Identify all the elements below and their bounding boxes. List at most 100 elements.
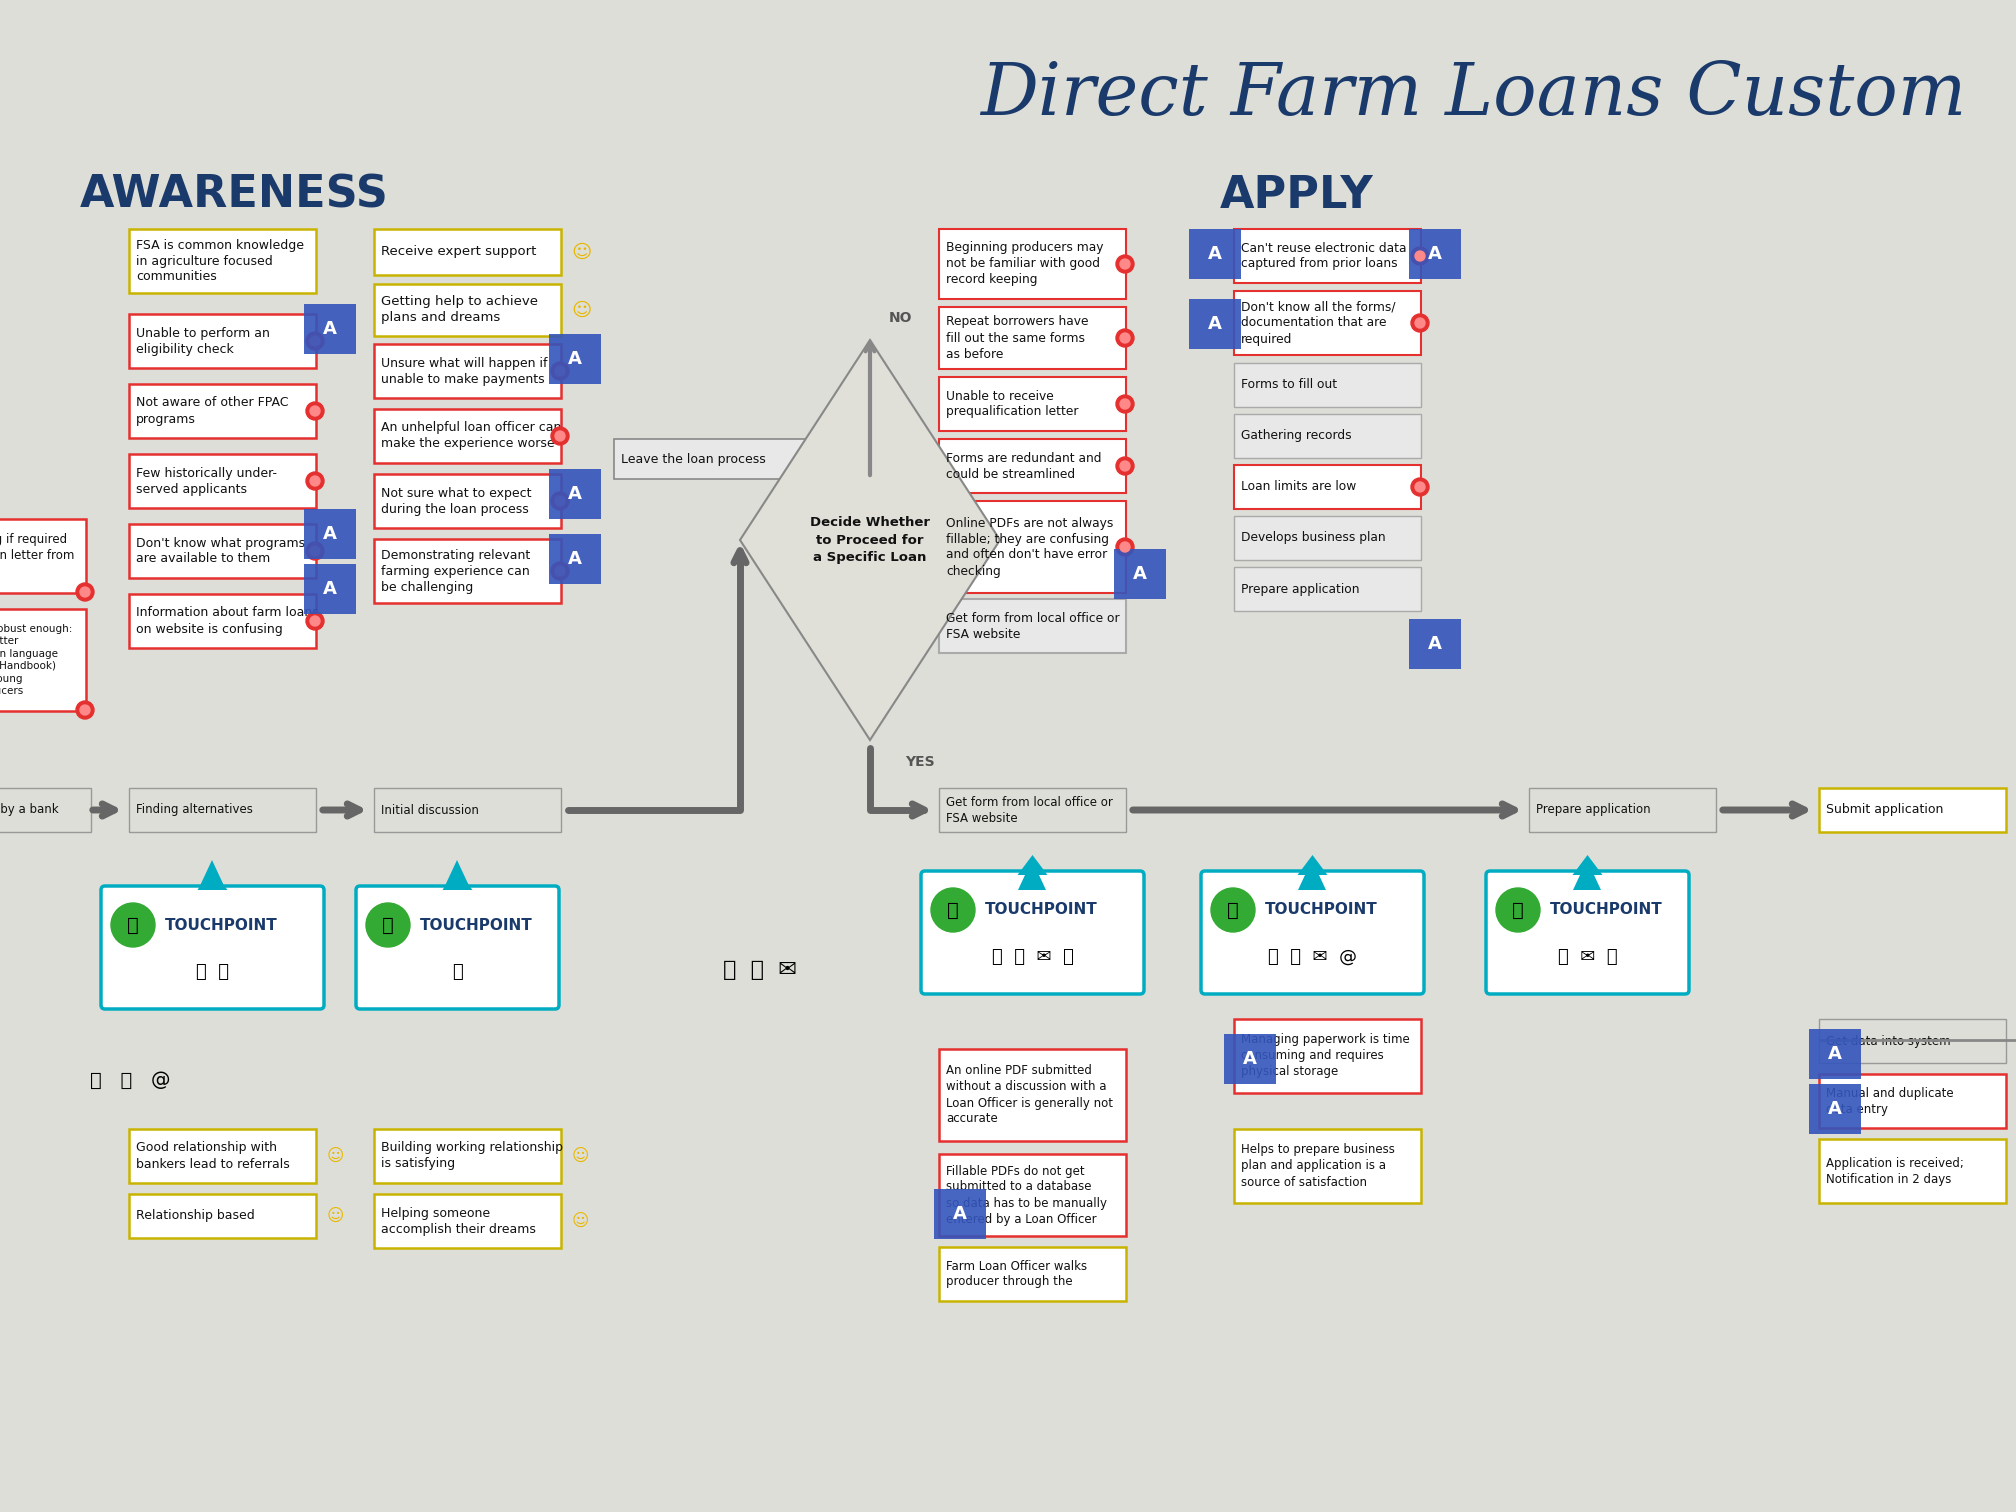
Text: Manual and duplicate
data entry: Manual and duplicate data entry — [1826, 1087, 1954, 1116]
Text: Direct Farm Loans Custom: Direct Farm Loans Custom — [980, 60, 1966, 130]
Circle shape — [1117, 330, 1133, 346]
Polygon shape — [1298, 860, 1327, 891]
FancyBboxPatch shape — [939, 599, 1127, 653]
Text: Building working relationship
is satisfying: Building working relationship is satisfy… — [381, 1142, 562, 1170]
Polygon shape — [198, 869, 228, 891]
Text: An unhelpful loan officer can
make the experience worse: An unhelpful loan officer can make the e… — [381, 422, 560, 451]
Circle shape — [1121, 399, 1131, 410]
Text: 💬: 💬 — [127, 915, 139, 934]
FancyBboxPatch shape — [1808, 1084, 1861, 1134]
FancyBboxPatch shape — [0, 519, 87, 593]
Text: Unable to receive
prequalification letter: Unable to receive prequalification lette… — [946, 390, 1079, 419]
FancyBboxPatch shape — [357, 886, 558, 1009]
Text: TOUCHPOINT: TOUCHPOINT — [419, 918, 532, 933]
Circle shape — [310, 476, 321, 485]
Text: Application is received;
Notification in 2 days: Application is received; Notification in… — [1826, 1157, 1964, 1185]
Text: 💬: 💬 — [383, 915, 393, 934]
FancyBboxPatch shape — [1234, 228, 1421, 283]
Text: Turned down by a bank: Turned down by a bank — [0, 803, 58, 816]
FancyBboxPatch shape — [375, 538, 560, 603]
Polygon shape — [1018, 854, 1048, 875]
FancyBboxPatch shape — [375, 788, 560, 832]
Text: 👤  ✉  🔄: 👤 ✉ 🔄 — [1558, 948, 1617, 966]
Circle shape — [1117, 457, 1133, 475]
FancyBboxPatch shape — [1234, 466, 1421, 510]
Text: YES: YES — [905, 754, 935, 770]
Text: 👤  🌐: 👤 🌐 — [196, 963, 230, 981]
Circle shape — [1121, 333, 1131, 343]
Circle shape — [1411, 246, 1429, 265]
FancyBboxPatch shape — [1486, 871, 1689, 993]
FancyBboxPatch shape — [939, 307, 1127, 369]
Circle shape — [81, 587, 91, 597]
Text: ☺: ☺ — [327, 1207, 343, 1225]
FancyBboxPatch shape — [1234, 1019, 1421, 1093]
Text: TOUCHPOINT: TOUCHPOINT — [1264, 903, 1377, 918]
Text: A: A — [323, 525, 337, 543]
Polygon shape — [1572, 860, 1601, 891]
Text: TOUCHPOINT: TOUCHPOINT — [165, 918, 278, 933]
Polygon shape — [442, 869, 472, 891]
Circle shape — [1121, 461, 1131, 472]
Text: A: A — [323, 321, 337, 339]
Text: A: A — [1208, 314, 1222, 333]
Text: A: A — [1829, 1101, 1843, 1117]
Text: A: A — [954, 1205, 968, 1223]
Text: A: A — [1427, 245, 1441, 263]
FancyBboxPatch shape — [129, 788, 317, 832]
FancyBboxPatch shape — [939, 228, 1127, 299]
Circle shape — [306, 472, 325, 490]
Circle shape — [931, 888, 976, 931]
Circle shape — [1411, 314, 1429, 333]
Circle shape — [310, 336, 321, 346]
Text: Initial discussion: Initial discussion — [381, 803, 480, 816]
Circle shape — [367, 903, 409, 947]
Circle shape — [310, 407, 321, 416]
Text: Unsure what will happen if
unable to make payments: Unsure what will happen if unable to mak… — [381, 357, 548, 386]
FancyBboxPatch shape — [375, 345, 560, 398]
Circle shape — [550, 361, 569, 380]
Text: Can't reuse electronic data
captured from prior loans: Can't reuse electronic data captured fro… — [1242, 242, 1407, 271]
Circle shape — [306, 333, 325, 349]
FancyBboxPatch shape — [129, 1194, 317, 1238]
Text: Develops business plan: Develops business plan — [1242, 532, 1385, 544]
Text: A: A — [569, 550, 583, 569]
FancyBboxPatch shape — [129, 594, 317, 649]
FancyBboxPatch shape — [1234, 567, 1421, 611]
Text: Don't know what programs
are available to them: Don't know what programs are available t… — [135, 537, 304, 565]
FancyBboxPatch shape — [0, 609, 87, 711]
Text: 👤  📞  ✉  @: 👤 📞 ✉ @ — [1268, 948, 1357, 966]
Circle shape — [1415, 482, 1425, 491]
FancyBboxPatch shape — [1234, 1129, 1421, 1204]
Text: AWARENESS: AWARENESS — [81, 174, 389, 216]
FancyBboxPatch shape — [1234, 516, 1421, 559]
Circle shape — [1496, 888, 1540, 931]
FancyBboxPatch shape — [129, 314, 317, 367]
FancyBboxPatch shape — [1234, 363, 1421, 407]
Text: Beginning producers may
not be familiar with good
record keeping: Beginning producers may not be familiar … — [946, 242, 1103, 286]
Circle shape — [554, 565, 564, 576]
FancyBboxPatch shape — [375, 284, 560, 336]
Text: Demonstrating relevant
farming experience can
be challenging: Demonstrating relevant farming experienc… — [381, 549, 530, 594]
Text: APPLY: APPLY — [1220, 174, 1373, 216]
Text: Farm Loan Officer walks
producer through the: Farm Loan Officer walks producer through… — [946, 1259, 1087, 1288]
Circle shape — [554, 496, 564, 507]
Text: ☺: ☺ — [571, 1148, 589, 1166]
Text: A: A — [1244, 1049, 1256, 1067]
FancyBboxPatch shape — [548, 534, 601, 584]
Circle shape — [310, 546, 321, 556]
Text: ☺: ☺ — [573, 242, 593, 262]
FancyBboxPatch shape — [939, 1049, 1127, 1142]
Circle shape — [77, 702, 95, 720]
Text: Receive expert support: Receive expert support — [381, 245, 536, 259]
Text: Helps to prepare business
plan and application is a
source of satisfaction: Helps to prepare business plan and appli… — [1242, 1143, 1395, 1188]
FancyBboxPatch shape — [939, 788, 1127, 832]
FancyBboxPatch shape — [1224, 1034, 1276, 1084]
Text: Prepare application: Prepare application — [1242, 582, 1359, 596]
Polygon shape — [1572, 854, 1603, 875]
FancyBboxPatch shape — [939, 438, 1127, 493]
Circle shape — [550, 562, 569, 581]
Text: TOUCHPOINT: TOUCHPOINT — [986, 903, 1099, 918]
FancyBboxPatch shape — [304, 510, 357, 559]
Text: Outreach not robust enough:
no mail newsletter
need more plain language
(e.g. Co: Outreach not robust enough: no mail news… — [0, 624, 73, 696]
